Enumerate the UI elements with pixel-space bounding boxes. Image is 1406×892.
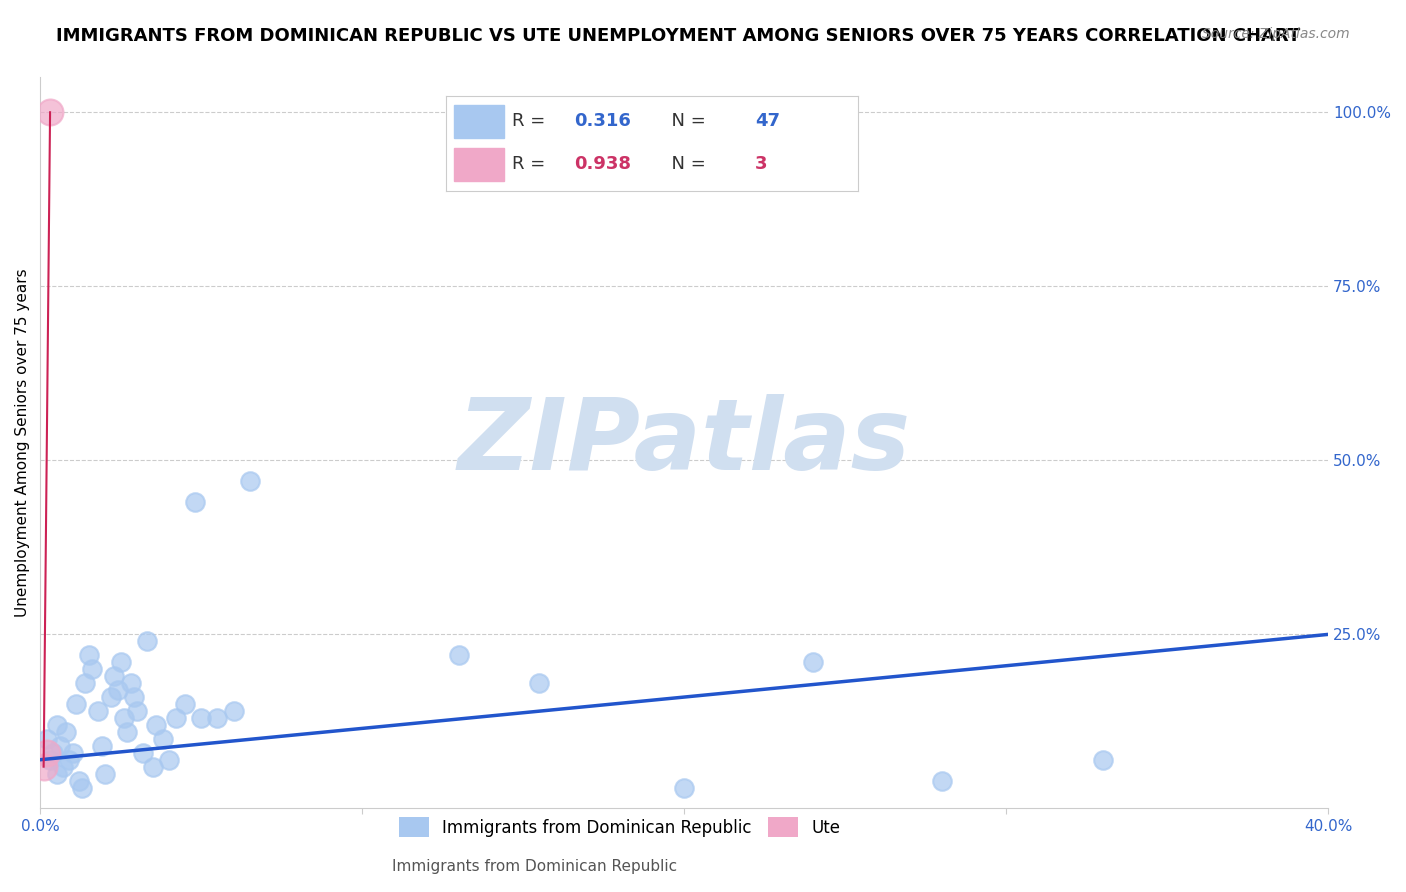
Point — [77, 648, 100, 663]
Point — [1091, 753, 1114, 767]
Point — [39, 753, 62, 767]
Point — [72, 780, 94, 795]
Text: Immigrants from Dominican Republic: Immigrants from Dominican Republic — [392, 859, 676, 874]
Point — [112, 711, 135, 725]
Point — [67, 773, 90, 788]
Point — [174, 697, 197, 711]
Point — [145, 718, 167, 732]
Point — [673, 780, 696, 795]
Point — [94, 766, 117, 780]
Point — [157, 753, 180, 767]
Point — [190, 711, 212, 725]
Point — [165, 711, 187, 725]
Point — [80, 662, 103, 676]
Point — [55, 724, 77, 739]
Point — [32, 759, 55, 773]
Point — [90, 739, 112, 753]
Point — [529, 676, 551, 690]
Text: IMMIGRANTS FROM DOMINICAN REPUBLIC VS UTE UNEMPLOYMENT AMONG SENIORS OVER 75 YEA: IMMIGRANTS FROM DOMINICAN REPUBLIC VS UT… — [56, 27, 1301, 45]
Point — [58, 753, 80, 767]
Legend: Immigrants from Dominican Republic, Ute: Immigrants from Dominican Republic, Ute — [392, 810, 848, 844]
Point — [122, 690, 145, 704]
Point — [62, 746, 84, 760]
Point — [447, 648, 470, 663]
Point — [931, 773, 953, 788]
Y-axis label: Unemployment Among Seniors over 75 years: Unemployment Among Seniors over 75 years — [15, 268, 30, 617]
Point — [35, 731, 58, 746]
Point — [45, 718, 67, 732]
Point — [184, 495, 207, 509]
Point — [39, 105, 62, 120]
Point — [239, 474, 262, 488]
Point — [65, 697, 87, 711]
Point — [222, 704, 245, 718]
Point — [45, 766, 67, 780]
Point — [110, 655, 132, 669]
Point — [120, 676, 142, 690]
Point — [142, 759, 165, 773]
Point — [107, 683, 129, 698]
Text: Source: ZipAtlas.com: Source: ZipAtlas.com — [1202, 27, 1350, 41]
Point — [42, 746, 65, 760]
Point — [207, 711, 229, 725]
Point — [135, 634, 157, 648]
Point — [152, 731, 174, 746]
Point — [132, 746, 155, 760]
Point — [103, 669, 125, 683]
Point — [801, 655, 824, 669]
Point — [75, 676, 97, 690]
Point — [48, 739, 70, 753]
Point — [125, 704, 148, 718]
Point — [100, 690, 122, 704]
Text: ZIPatlas: ZIPatlas — [458, 394, 911, 491]
Point — [35, 746, 58, 760]
Point — [117, 724, 139, 739]
Point — [87, 704, 110, 718]
Point — [52, 759, 75, 773]
